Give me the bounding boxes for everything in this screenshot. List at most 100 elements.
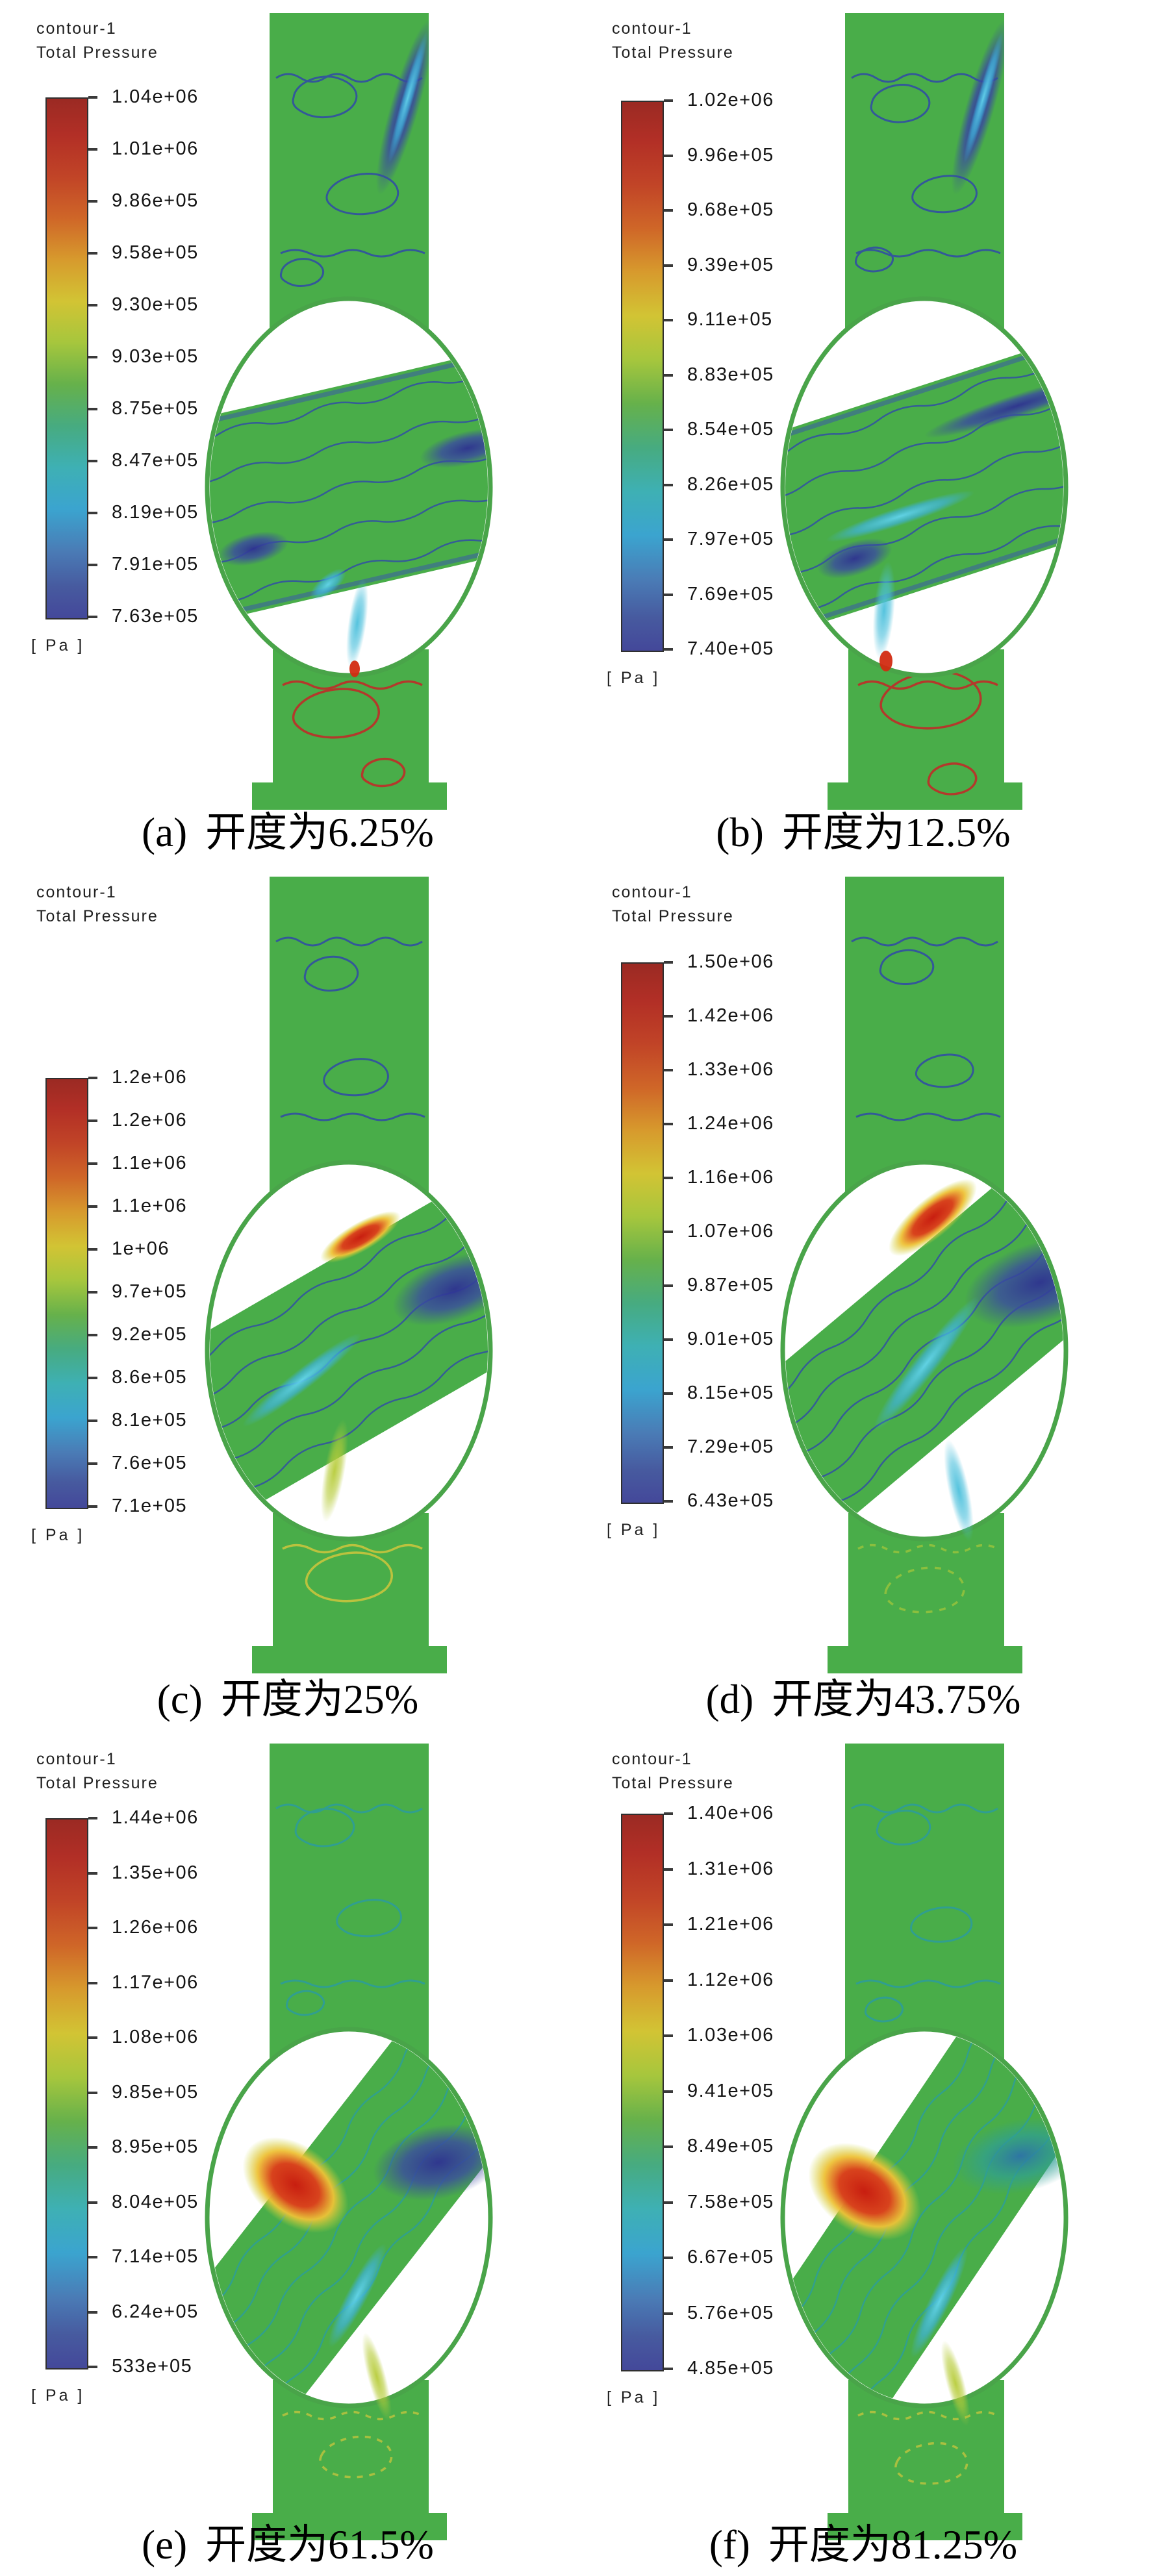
colorbar-tick-label: 8.75e+05 <box>112 398 199 419</box>
colorbar-tick-label: 7.63e+05 <box>112 606 199 627</box>
colorbar-tick-mark <box>88 2310 97 2314</box>
colorbar-tick-label: 9.96e+05 <box>687 144 774 166</box>
pressure-blob-navy <box>817 538 892 579</box>
colorbar-tick-mark <box>88 460 97 462</box>
colorbar-tick-label: 7.69e+05 <box>687 583 774 605</box>
colorbar-tick-label: 1.31e+06 <box>687 1858 774 1879</box>
caption-f: (f) 开度为81.25% <box>576 2512 1151 2571</box>
colorbar-tick-mark <box>664 1812 673 1815</box>
colorbar-tick-mark <box>664 1177 673 1179</box>
exit-flow-jet <box>320 1419 349 1522</box>
colorbar-tick-mark <box>664 1338 673 1341</box>
colorbar-tick-label: 7.14e+05 <box>112 2246 199 2267</box>
pipe-inlet <box>845 1744 1004 2068</box>
pipe-outlet-flange <box>252 782 447 810</box>
pressure-blob-navy <box>1112 420 1128 489</box>
colorbar <box>621 962 664 1504</box>
colorbar-tick-label: 1.07e+06 <box>687 1221 774 1242</box>
colorbar-tick-mark <box>664 1446 673 1449</box>
colorbar-unit: [ Pa ] <box>607 2388 661 2407</box>
inlet-jet-streak <box>375 19 429 195</box>
colorbar-tick-mark <box>664 2312 673 2315</box>
valve-flow-channel <box>785 1165 1063 1536</box>
colorbar-tick-label: 9.03e+05 <box>112 346 199 367</box>
colorbar-tick-label: 1.33e+06 <box>687 1059 774 1080</box>
legend-title: contour-1 Total Pressure <box>612 1747 734 1795</box>
colorbar-tick-mark <box>664 2090 673 2093</box>
legend-e: contour-1 Total Pressure 1.44e+06 1.35e+0… <box>0 1731 576 2576</box>
colorbar-tick-label: 9.86e+05 <box>112 190 199 211</box>
colorbar-tick-mark <box>88 1077 97 1079</box>
legend-title-line1: contour-1 <box>612 883 692 901</box>
pipe-outlet-flange <box>828 1646 1022 1673</box>
panel-a: contour-1 Total Pressure 1.04e+06 1.01e+0… <box>0 0 576 864</box>
exit-flow-jet <box>872 562 896 659</box>
colorbar-tick-mark <box>664 99 673 102</box>
caption-a: (a) 开度为6.25% <box>0 799 576 858</box>
colorbar-tick-mark <box>664 1923 673 1926</box>
colorbar-tick-mark <box>88 1817 97 1819</box>
panel-c: contour-1 Total Pressure 1.2e+06 1.2e+06 1… <box>0 864 576 1731</box>
colorbar-tick-mark <box>664 1015 673 1018</box>
pipe-inlet <box>270 13 429 338</box>
colorbar-tick-label: 9.7e+05 <box>112 1281 188 1302</box>
contour-plot-b <box>780 13 1128 810</box>
colorbar-tick-mark <box>88 1927 97 1929</box>
colorbar-tick-label: 6.24e+05 <box>112 2301 199 2322</box>
colorbar-tick-label: 8.1e+05 <box>112 1410 188 1431</box>
colorbar-tick-mark <box>88 200 97 203</box>
colorbar-tick-mark <box>664 209 673 212</box>
pressure-blob-cyan <box>910 2246 968 2358</box>
colorbar <box>45 1818 88 2370</box>
colorbar-ticks: 1.44e+06 1.35e+06 1.26e+06 1.17e+06 1.08e+06… <box>0 1807 273 2377</box>
colorbar-ticks: 1.50e+06 1.42e+06 1.33e+06 1.24e+06 1.16e+06… <box>576 951 848 1511</box>
legend-title: contour-1 Total Pressure <box>612 17 734 65</box>
colorbar-tick-mark <box>664 593 673 596</box>
colorbar-tick-label: 8.26e+05 <box>687 473 774 495</box>
colorbar-tick-mark <box>88 1205 97 1208</box>
colorbar-tick-label: 6.67e+05 <box>687 2247 774 2268</box>
colorbar <box>45 97 88 619</box>
colorbar-tick-mark <box>664 1123 673 1125</box>
pressure-blob-cyan <box>826 490 975 542</box>
colorbar-tick-mark <box>88 408 97 410</box>
outlet-contour-lines <box>857 1544 998 1614</box>
pressure-blob-navy <box>373 2124 488 2201</box>
colorbar-tick-label: 4.85e+05 <box>687 2358 774 2379</box>
colorbar-tick-label: 1.21e+06 <box>687 1914 774 1934</box>
pressure-blob-red <box>808 2142 921 2241</box>
colorbar-tick-label: 5.76e+05 <box>687 2302 774 2323</box>
contour-plot-a <box>205 13 493 810</box>
colorbar-tick-mark <box>664 1069 673 1071</box>
colorbar-tick-mark <box>88 1419 97 1422</box>
colorbar-tick-label: 1.50e+06 <box>687 951 774 972</box>
colorbar-tick-label: 7.58e+05 <box>687 2191 774 2212</box>
colorbar-tick-mark <box>664 483 673 486</box>
colorbar-unit: [ Pa ] <box>31 2386 85 2405</box>
caption-text: 开度为81.25% <box>768 2522 1018 2568</box>
colorbar-unit: [ Pa ] <box>607 1521 661 1539</box>
contour-plot-e <box>205 1744 493 2540</box>
colorbar-tick-mark <box>88 1248 97 1251</box>
legend-title: contour-1 Total Pressure <box>36 17 158 65</box>
pressure-blob-navy <box>218 531 288 566</box>
colorbar-tick-mark <box>88 2201 97 2204</box>
colorbar-tick-label: 8.19e+05 <box>112 502 199 523</box>
inlet-contour-lines <box>275 936 425 1121</box>
pressure-blob-cyan <box>873 1296 980 1431</box>
pipe-inlet <box>845 13 1004 338</box>
caption-c: (c) 开度为25% <box>0 1666 576 1725</box>
legend-title-line1: contour-1 <box>612 1750 692 1768</box>
colorbar-tick-mark <box>664 648 673 651</box>
outlet-contour-lines <box>282 2410 423 2479</box>
panel-f: contour-1 Total Pressure 1.40e+06 1.31e+0… <box>576 1731 1151 2576</box>
colorbar-tick-mark <box>664 429 673 431</box>
hot-spot-red <box>349 660 360 677</box>
pipe-inlet <box>270 877 429 1201</box>
colorbar-tick-mark <box>88 564 97 566</box>
colorbar-tick-label: 7.1e+05 <box>112 1495 188 1516</box>
outlet-contour-lines <box>857 2410 998 2485</box>
hot-spot-red <box>879 651 892 671</box>
legend-title-line2: Total Pressure <box>612 1774 734 1792</box>
